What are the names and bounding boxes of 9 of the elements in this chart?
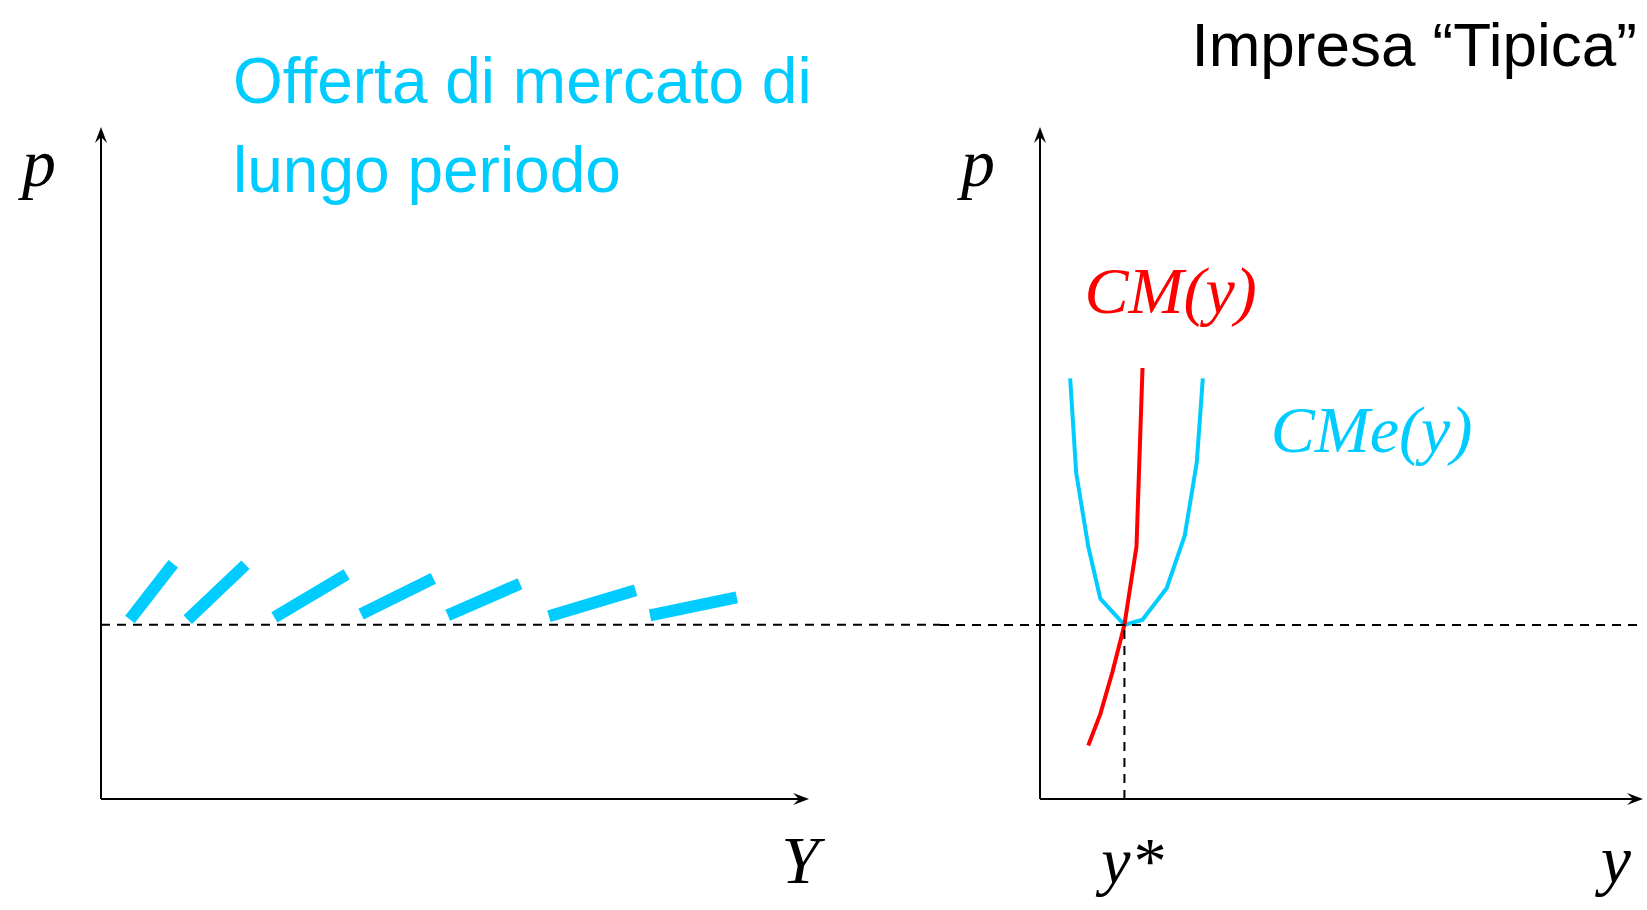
x-axis-title: y [1594, 822, 1632, 898]
chart-title: Impresa “Tipica” [1191, 10, 1637, 79]
series-label: CM(y) [1084, 254, 1257, 329]
text: y* [1095, 824, 1164, 897]
text: Offerta di mercato di lungo periodo [233, 45, 812, 206]
series-label: CMe(y) [1270, 393, 1473, 468]
y-axis-title: p [957, 125, 995, 201]
y-axis-title: p [18, 125, 56, 201]
x-axis-title: Y [781, 822, 826, 898]
